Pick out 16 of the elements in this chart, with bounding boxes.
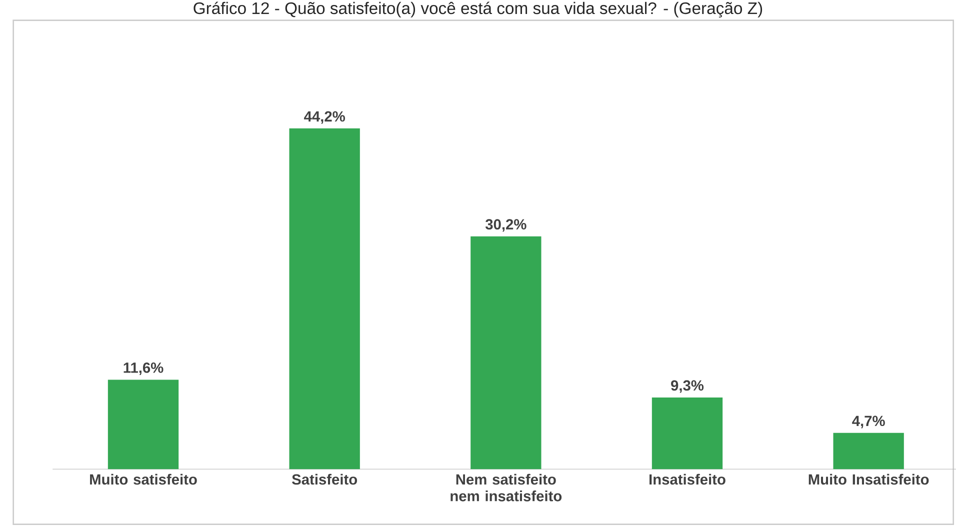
data-label: 11,6%	[124, 362, 164, 376]
data-label: 44,2%	[304, 111, 345, 124]
x-tick-label: Muito satisfeito	[90, 474, 197, 485]
chart-title: Gráfico 12 - Quão satisfeito(a) você está com sua vida sexual? - (Geração Z)	[194, 2, 762, 18]
x-tick-label: Muito Insatisfeito	[808, 474, 929, 485]
data-label: 9,3%	[671, 380, 704, 393]
x-tick-label: Satisfeito	[292, 474, 358, 485]
x-tick-label: Insatisfeito	[650, 474, 726, 485]
bar	[470, 236, 542, 470]
bar	[652, 397, 723, 470]
data-label: 4,7%	[852, 416, 885, 428]
bar	[833, 432, 904, 470]
data-label: 30,2%	[485, 219, 526, 232]
bar	[108, 380, 179, 470]
x-tick-label: Nem satisfeito nem insatisfeito	[450, 474, 562, 502]
bar	[289, 128, 360, 470]
